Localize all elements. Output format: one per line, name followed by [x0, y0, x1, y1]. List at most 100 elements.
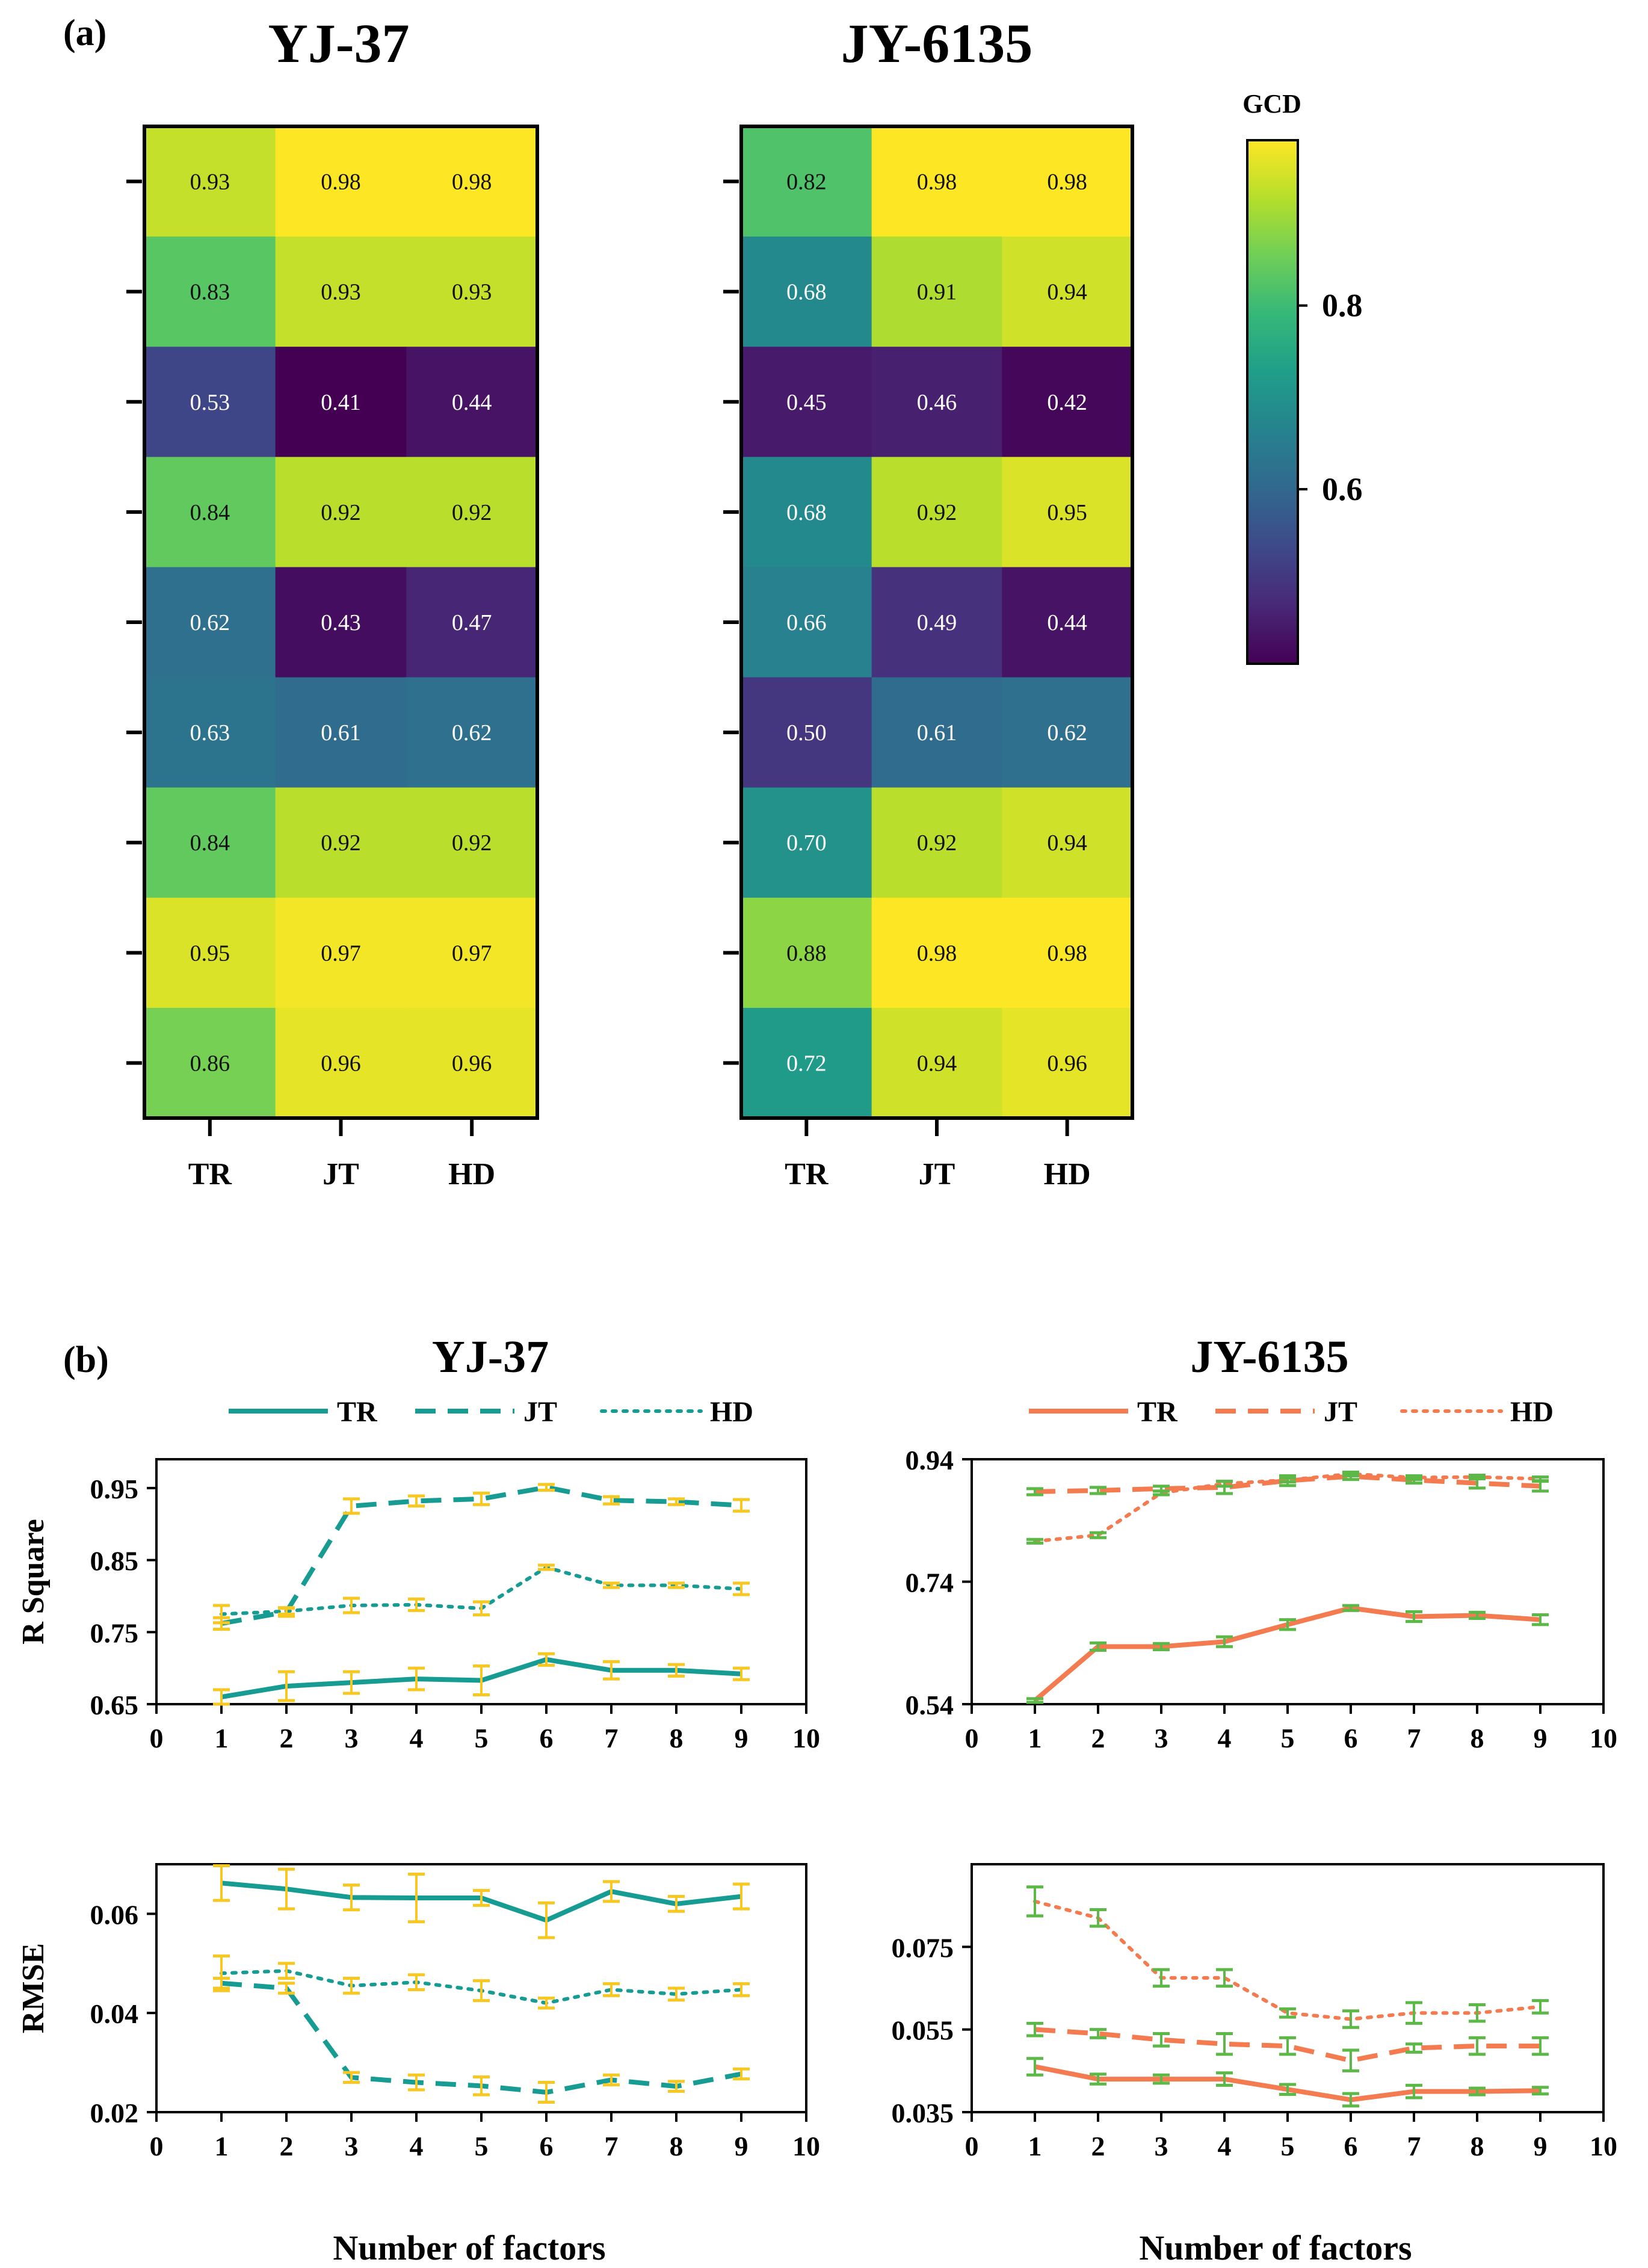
error-bar-jt — [668, 2080, 685, 2093]
heatmap-cell-label: 0.45 — [786, 390, 827, 415]
x-tick-label: 1 — [1028, 2131, 1042, 2161]
error-bar-jt — [1532, 2036, 1549, 2056]
error-bar-hd — [668, 1581, 685, 1589]
x-tick-label: 7 — [605, 2131, 619, 2161]
heatmap-cell — [1002, 787, 1133, 898]
x-tick-label: 7 — [1407, 1723, 1421, 1754]
legend-label: HD — [1510, 1396, 1554, 1428]
error-bar-hd — [473, 1979, 490, 2003]
x-tick-label: 7 — [1407, 2131, 1421, 2161]
line-charts: 0 1 2 3 4 5 6 7 8 9 100.650.750.850.95R SquareYJ-3… — [16, 1332, 1617, 2267]
y-tick-label: 0.95 — [90, 1474, 139, 1504]
error-bar-jt — [603, 2073, 620, 2087]
heatmap-cell-label: 0.41 — [321, 390, 361, 415]
error-bar-jt — [1216, 2032, 1233, 2056]
error-bar-tr — [1532, 1613, 1549, 1627]
x-tick-label: 8 — [1471, 2131, 1484, 2161]
error-bar-tr — [473, 1664, 490, 1696]
x-tick-label: 2 — [280, 2131, 294, 2161]
error-bar-tr — [473, 1889, 490, 1907]
error-bar-hd — [733, 1581, 750, 1596]
line-chart-rsq-jy6135: 0 1 2 3 4 5 6 7 8 9 10 0.54 0.74 0.94 JY-6135 — [906, 1332, 1618, 1754]
error-bar-tr — [1026, 2057, 1043, 2077]
error-bar-hd — [603, 1581, 620, 1589]
heatmap-cell-label: 0.61 — [321, 720, 361, 746]
heatmap-cell — [406, 347, 538, 457]
x-tick-label: 10 — [1590, 1723, 1617, 1754]
error-bar-tr — [343, 1670, 360, 1695]
heatmap-cell-label: 0.94 — [917, 1051, 957, 1076]
heatmap-cell-label: 0.66 — [786, 610, 827, 635]
error-bar-tr — [408, 1666, 425, 1692]
error-bar-hd — [1532, 1475, 1549, 1483]
heatmap-cell-label: 0.61 — [917, 720, 957, 746]
legend-label: TR — [1137, 1396, 1178, 1428]
error-bar-hd — [473, 1600, 490, 1617]
x-axis-label: Number of factors — [333, 2228, 605, 2267]
series-line-jt — [221, 1485, 742, 1626]
error-bar-tr — [1216, 2071, 1233, 2087]
gcd-colorbar: GCD 0.8 0.6 — [1242, 89, 1363, 665]
legend-label: JT — [523, 1396, 557, 1428]
error-bar-hd — [1026, 1537, 1043, 1545]
error-bar-jt — [1026, 2021, 1043, 2038]
legend-label: JT — [1324, 1396, 1357, 1428]
x-tick-label: 6 — [1344, 1723, 1358, 1754]
error-bar-jt — [733, 1498, 750, 1513]
heatmap-cell-label: 0.92 — [321, 830, 361, 856]
y-axis-label: R Square — [16, 1519, 51, 1645]
heatmap-cell-label: 0.96 — [452, 1051, 492, 1076]
heatmap-cell-label: 0.92 — [917, 500, 957, 525]
error-bar-hd — [1090, 1531, 1106, 1539]
error-bar-jt — [603, 1495, 620, 1506]
error-bar-tr — [1469, 2086, 1486, 2097]
heatmap-frame — [739, 125, 1134, 1120]
heatmap-cell — [1002, 677, 1133, 788]
error-bar-tr — [408, 1872, 425, 1924]
error-bar-hd — [1279, 2007, 1296, 2019]
heatmap-cell — [871, 236, 1002, 347]
error-bar-hd — [538, 1563, 555, 1571]
heatmap-cell — [406, 677, 538, 788]
heatmap-col-label: JT — [919, 1157, 955, 1191]
heatmap-cell-label: 0.84 — [190, 830, 230, 856]
error-bar-jt — [538, 1483, 555, 1492]
heatmap-cell — [741, 787, 872, 898]
error-bar-tr — [213, 1688, 230, 1706]
heatmap-cell — [406, 236, 538, 347]
heatmap-cell-label: 0.53 — [190, 390, 230, 415]
error-bar-jt — [1279, 2036, 1296, 2056]
line-chart-title: YJ-37 — [432, 1332, 549, 1382]
error-bar-hd — [1406, 2001, 1422, 2025]
heatmap-cell-label: 0.82 — [786, 170, 827, 195]
heatmap-cell — [1002, 567, 1133, 678]
heatmap-cell-label: 0.98 — [1047, 170, 1087, 195]
error-bar-jt — [1153, 2032, 1170, 2048]
heatmap-cell-label: 0.91 — [917, 280, 957, 305]
heatmap-cell — [144, 567, 276, 678]
heatmap-cell — [144, 897, 276, 1009]
y-axis-label: RMSE — [16, 1943, 51, 2033]
heatmap-cell-label: 0.46 — [917, 390, 957, 415]
error-bar-tr — [1406, 2083, 1422, 2100]
y-tick-label: 0.055 — [892, 2015, 954, 2046]
heatmap-frame — [143, 125, 539, 1120]
heatmap-cell — [741, 347, 872, 457]
error-bar-hd — [278, 1962, 295, 1980]
heatmap-cell-label: 0.92 — [452, 830, 492, 856]
error-bar-tr — [278, 1670, 295, 1702]
error-bar-jt — [538, 2081, 555, 2104]
heatmap-cell — [406, 457, 538, 568]
heatmap-cell-label: 0.62 — [190, 610, 230, 635]
error-bar-tr — [1090, 2072, 1106, 2086]
heatmap-cell — [275, 457, 407, 568]
x-tick-label: 5 — [475, 2131, 489, 2161]
error-bar-tr — [603, 1880, 620, 1903]
x-tick-label: 1 — [1028, 1723, 1042, 1754]
heatmap-cell — [275, 236, 407, 347]
heatmap-cell-label: 0.86 — [190, 1051, 230, 1076]
error-bar-hd — [1153, 1489, 1170, 1497]
error-bar-tr — [1090, 1641, 1106, 1652]
heatmap-cell — [275, 787, 407, 898]
